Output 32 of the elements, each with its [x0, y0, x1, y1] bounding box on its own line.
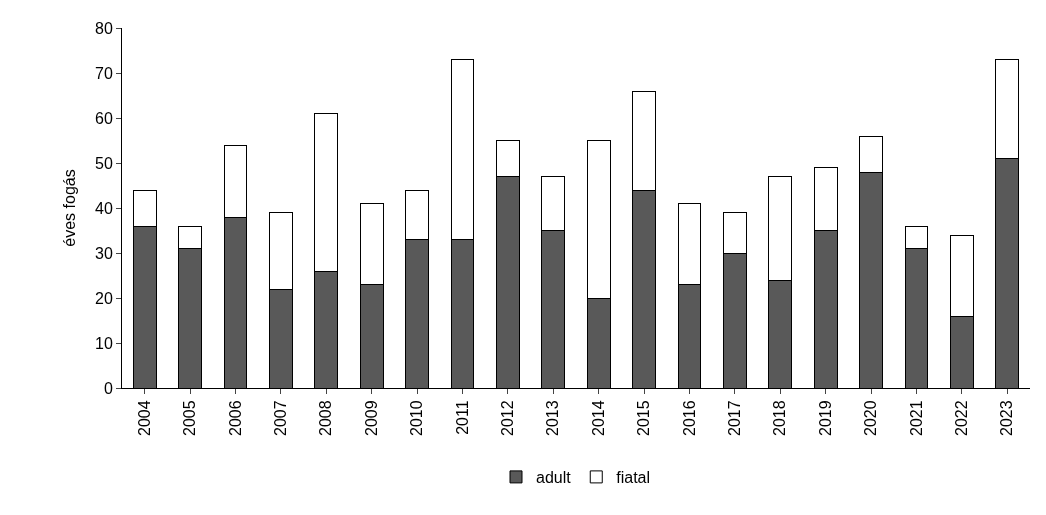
legend-label: fiatal — [616, 469, 651, 487]
x-tick-label: 2014 — [589, 400, 607, 436]
y-tick-label: 70 — [95, 64, 113, 82]
x-tick-label: 2015 — [635, 400, 653, 436]
x-tick-label: 2019 — [816, 400, 834, 436]
x-tick-label: 2006 — [226, 400, 244, 436]
x-tick-label: 2020 — [862, 400, 880, 436]
y-tick-label: 10 — [95, 334, 113, 352]
x-tick-label: 2012 — [499, 400, 517, 436]
x-tick-label: 2010 — [408, 400, 426, 436]
x-tick-label: 2008 — [317, 400, 335, 436]
x-tick-label: 2016 — [680, 400, 698, 436]
x-tick-label: 2007 — [272, 400, 290, 436]
x-tick-label: 2009 — [362, 400, 380, 436]
y-tick-label: 0 — [103, 379, 113, 397]
x-tick-label: 2004 — [135, 400, 153, 436]
x-tick-label: 2023 — [998, 400, 1016, 436]
y-tick-label: 80 — [95, 19, 113, 37]
y-tick-label: 20 — [95, 289, 113, 307]
x-tick-label: 2011 — [453, 400, 471, 435]
x-tick-label: 2022 — [953, 400, 971, 436]
y-tick-label: 60 — [95, 109, 113, 127]
y-tick-label: 30 — [95, 244, 113, 262]
x-tick-label: 2017 — [726, 400, 744, 436]
x-tick-label: 2021 — [907, 400, 925, 436]
y-tick-label: 40 — [95, 199, 113, 217]
y-tick-label: 50 — [95, 154, 113, 172]
y-axis-title: éves fogás — [60, 169, 78, 247]
x-tick-label: 2005 — [181, 400, 199, 436]
legend-label: adult — [536, 469, 572, 487]
x-tick-label: 2013 — [544, 400, 562, 436]
x-tick-label: 2018 — [771, 400, 789, 436]
